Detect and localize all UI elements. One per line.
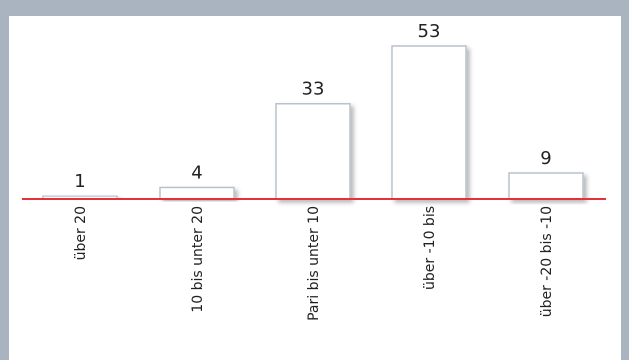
category-label-4: über -10 bis bbox=[422, 206, 438, 290]
value-label-5: 9 bbox=[540, 148, 551, 169]
category-label-5: über -20 bis -10 bbox=[539, 206, 555, 317]
value-label-3: 33 bbox=[302, 79, 325, 100]
category-label-2: 10 bis unter 20 bbox=[190, 206, 206, 313]
category-label-1: über 20 bbox=[73, 206, 89, 260]
value-label-2: 4 bbox=[191, 162, 202, 183]
bars-group bbox=[42, 45, 584, 200]
bar-5 bbox=[508, 172, 584, 200]
value-label-1: 1 bbox=[74, 171, 85, 192]
bar-2 bbox=[159, 186, 235, 200]
category-label-3: Pari bis unter 10 bbox=[306, 206, 322, 321]
labels-group: 1 über 20 4 10 bis unter 20 33 Pari bis unter… bbox=[73, 21, 555, 321]
bar-4 bbox=[391, 45, 467, 200]
value-label-4: 53 bbox=[418, 21, 441, 42]
bar-3 bbox=[275, 102, 351, 200]
